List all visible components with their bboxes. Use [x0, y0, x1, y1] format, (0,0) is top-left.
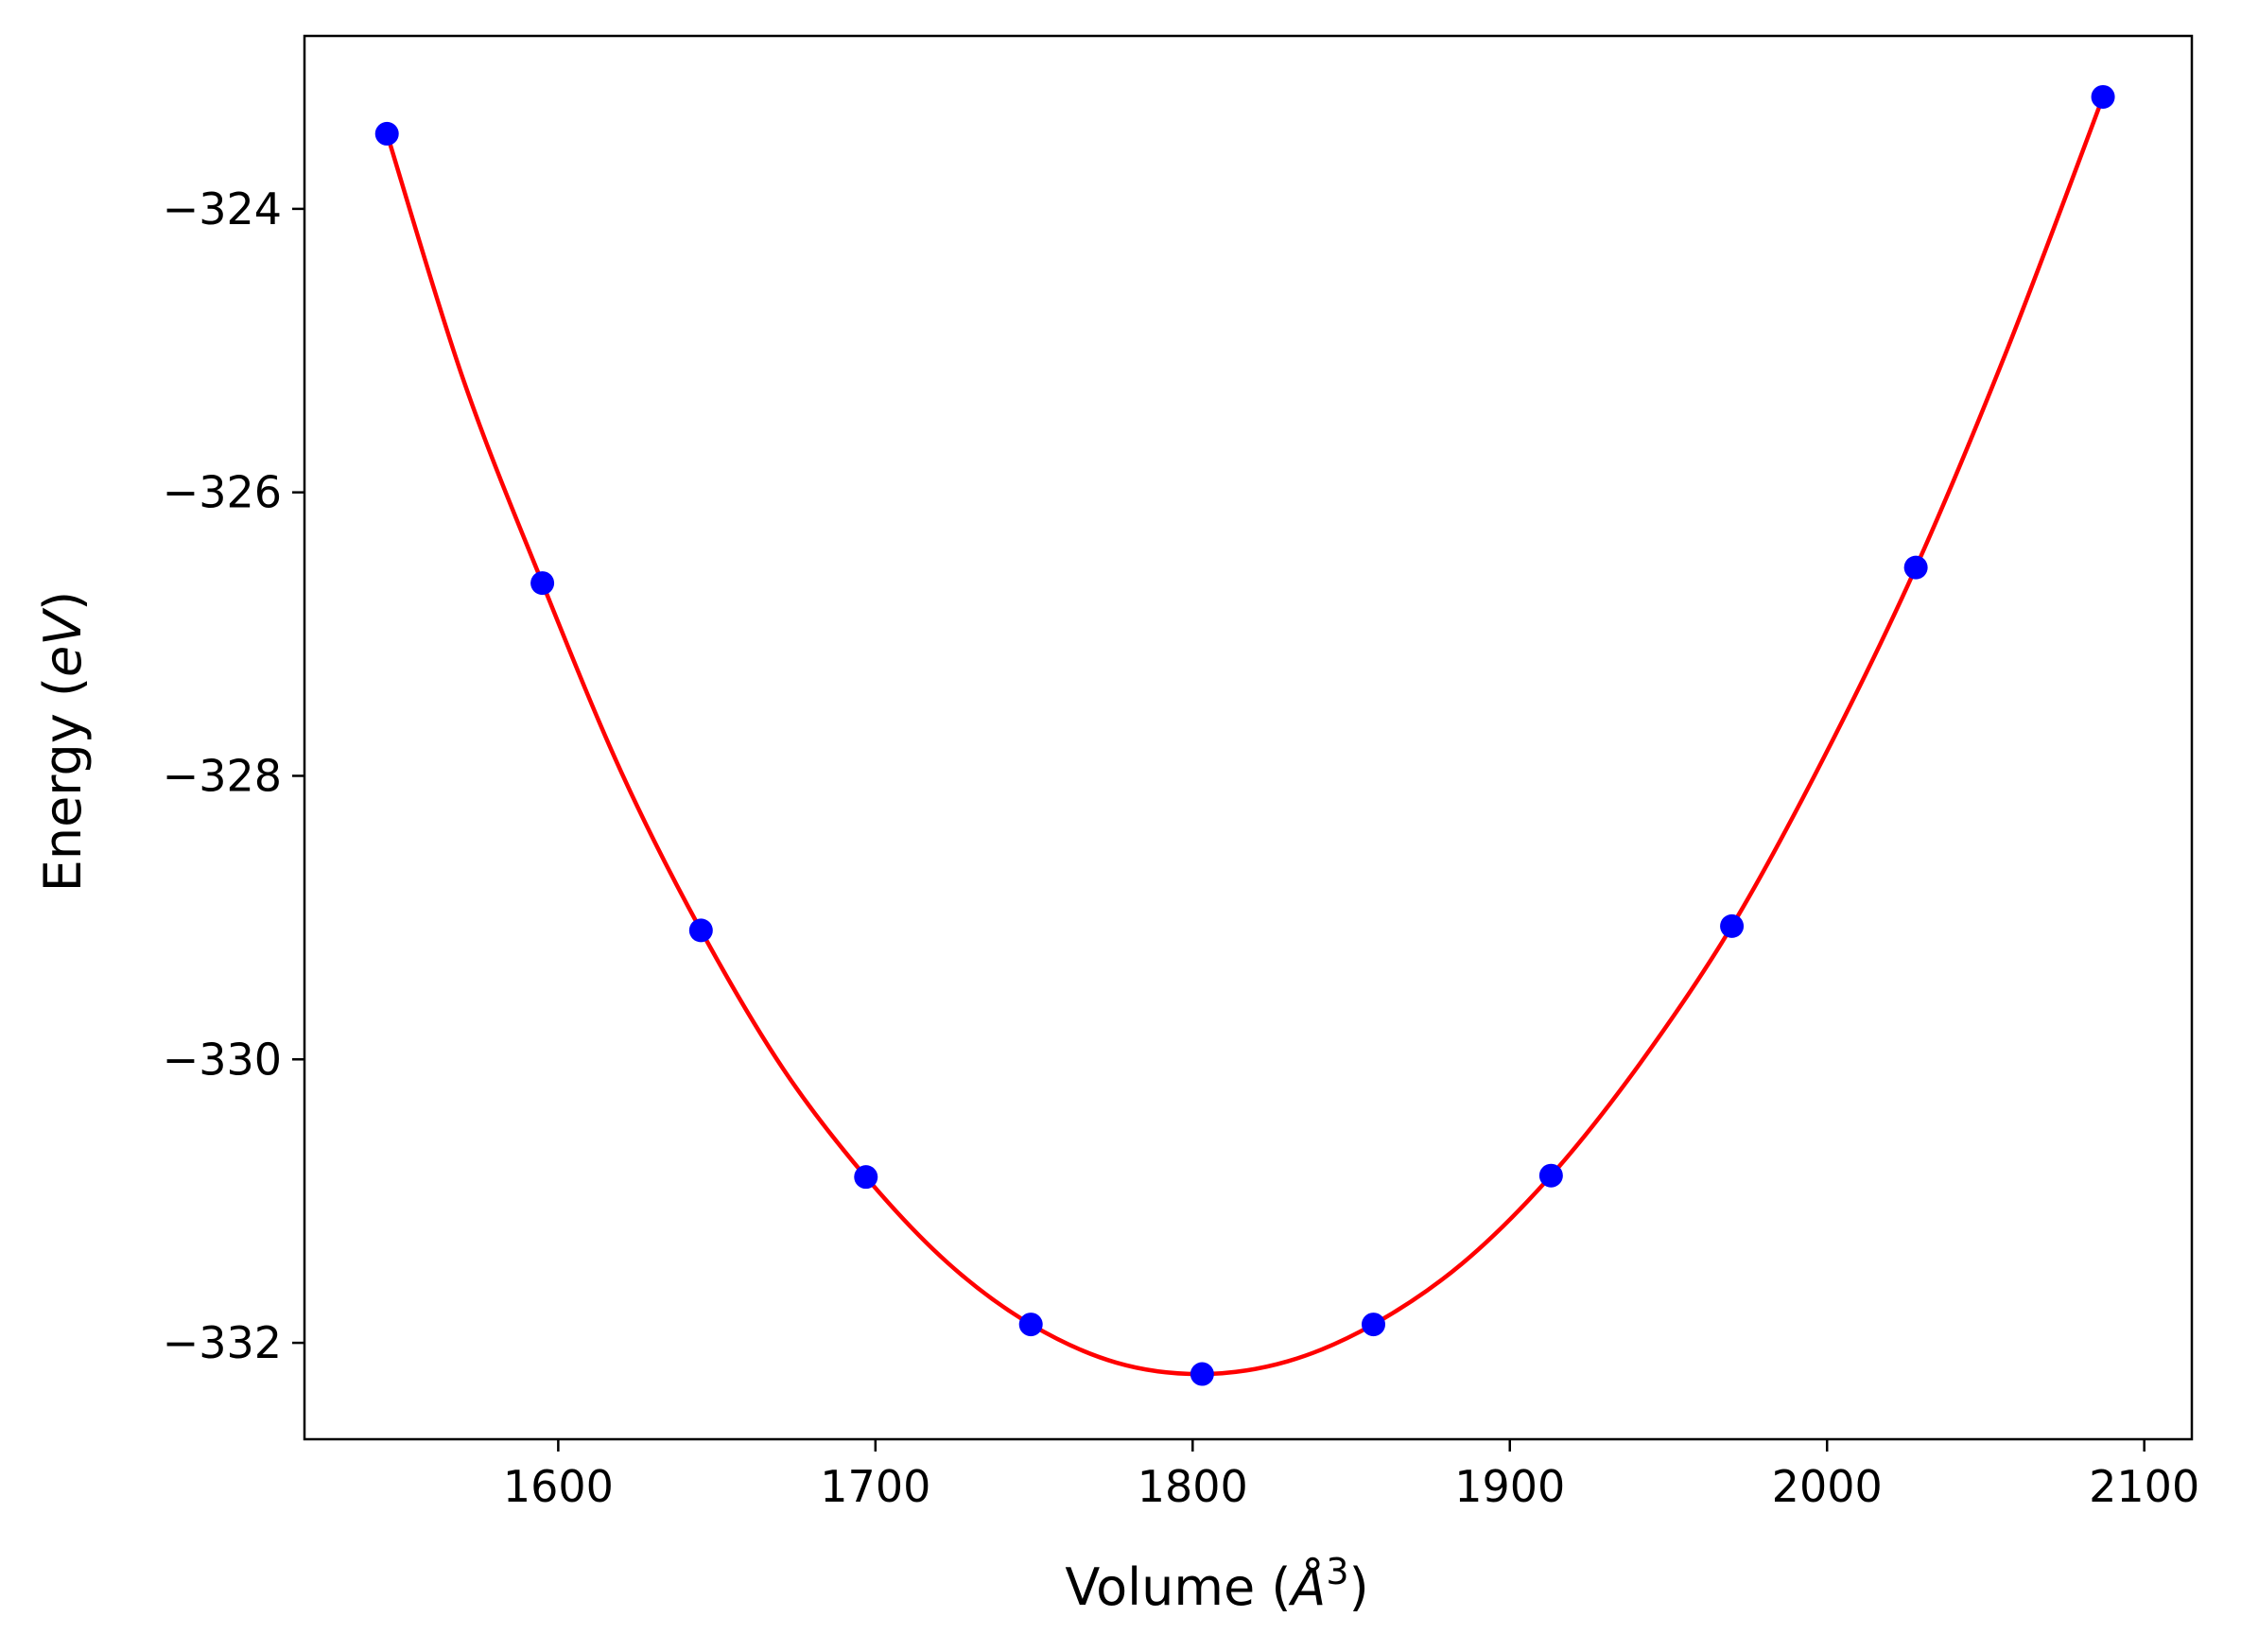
- y-axis-ticks: −324 −326 −328 −330 −332: [163, 183, 304, 1368]
- x-tick-label: 2000: [1772, 1461, 1883, 1512]
- plot-frame: [303, 34, 2194, 1441]
- y-tick-label: −326: [163, 467, 282, 518]
- data-point: [1720, 913, 1745, 938]
- x-axis-label-exponent: 3: [1326, 1551, 1348, 1592]
- x-tick-label: 1600: [503, 1461, 614, 1512]
- data-point: [530, 571, 555, 596]
- x-tick-label: 1700: [820, 1461, 930, 1512]
- x-tick-label: 1800: [1138, 1461, 1248, 1512]
- y-tick-label: −332: [163, 1317, 282, 1368]
- y-axis-label-unit: eV: [33, 607, 93, 677]
- x-tick-label: 2100: [2089, 1461, 2199, 1512]
- data-points-layer: [374, 84, 2115, 1386]
- y-axis-label-close: ): [33, 591, 93, 611]
- data-point: [2091, 84, 2115, 109]
- data-point: [688, 918, 713, 943]
- x-axis-label-close: ): [1349, 1557, 1369, 1617]
- data-point: [1018, 1313, 1043, 1337]
- x-axis-ticks: 1600 1700 1800 1900 2000 2100: [503, 1439, 2199, 1512]
- x-tick-label: 1900: [1454, 1461, 1565, 1512]
- data-point: [854, 1165, 878, 1190]
- y-axis-label-text: Energy (: [33, 677, 93, 892]
- x-axis-label: Volume (Å3): [1065, 1551, 1368, 1617]
- y-axis-label: Energy (eV): [33, 591, 93, 893]
- x-axis-label-unit: Å: [1288, 1556, 1326, 1617]
- data-point: [1362, 1313, 1386, 1337]
- data-point: [1190, 1362, 1214, 1386]
- y-tick-label: −324: [163, 183, 282, 235]
- data-point: [1903, 555, 1928, 580]
- data-point: [1538, 1163, 1563, 1188]
- y-tick-label: −330: [163, 1034, 282, 1085]
- y-tick-label: −328: [163, 750, 282, 801]
- data-point: [374, 121, 399, 146]
- x-axis-label-text: Volume (: [1065, 1557, 1291, 1617]
